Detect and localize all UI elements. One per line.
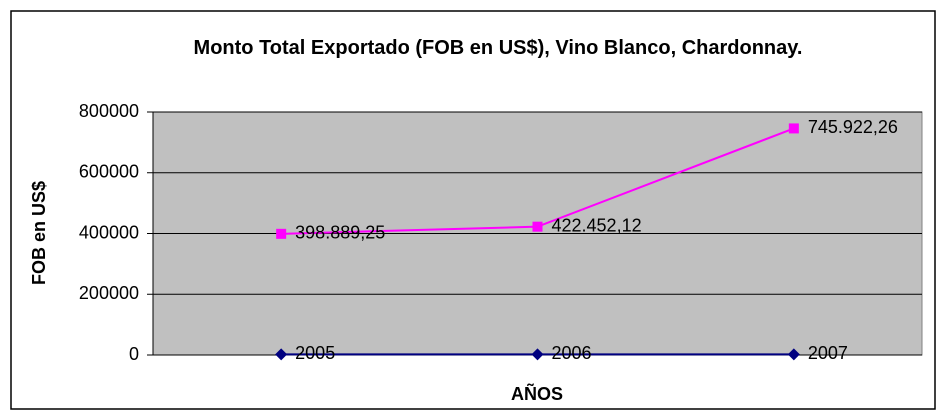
chart-title: Monto Total Exportado (FOB en US$), Vino… — [193, 37, 803, 59]
y-tick-label: 0 — [129, 344, 139, 364]
marker — [531, 348, 544, 361]
marker — [532, 221, 543, 232]
data-label: 422.452,12 — [552, 215, 642, 235]
y-axis-label: FOB en US$ — [29, 181, 49, 285]
marker — [275, 348, 288, 361]
data-label: 398.889,25 — [295, 223, 385, 243]
marker — [788, 123, 799, 134]
data-label: 745.922,26 — [808, 117, 898, 137]
data-label: 2005 — [295, 343, 335, 363]
data-label: 2007 — [808, 343, 848, 363]
y-tick-label: 400000 — [79, 222, 139, 242]
y-tick-label: 200000 — [79, 283, 139, 303]
x-axis-label: AÑOS — [511, 383, 563, 404]
y-tick-label: 800000 — [79, 101, 139, 121]
data-label: 2006 — [552, 343, 592, 363]
marker — [787, 348, 800, 361]
chart-border — [10, 10, 936, 410]
y-tick-label: 600000 — [79, 162, 139, 182]
marker — [276, 228, 287, 239]
